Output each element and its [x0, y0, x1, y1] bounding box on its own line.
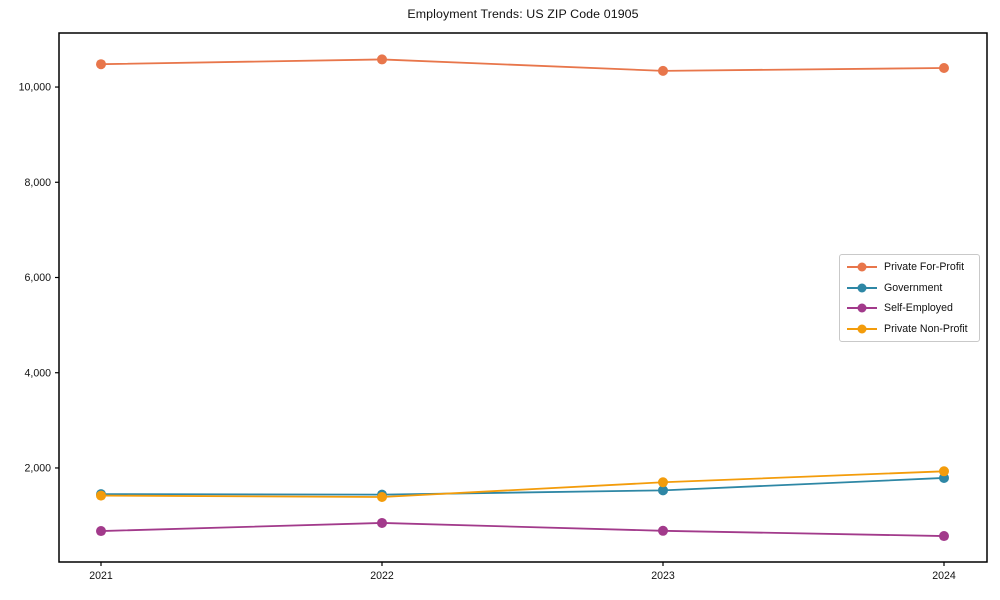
x-tick-label: 2021: [89, 570, 113, 582]
data-point-marker: [658, 65, 668, 76]
data-point-marker: [939, 466, 949, 477]
data-point-marker: [377, 492, 387, 503]
legend-label: Government: [884, 281, 943, 294]
legend-dot-icon: [857, 303, 867, 313]
data-point-marker: [939, 62, 949, 73]
series-line: [100, 470, 945, 498]
data-point-marker: [96, 59, 106, 70]
legend-dot-icon: [857, 324, 867, 334]
legend-label: Private Non-Profit: [884, 322, 968, 335]
legend-label: Private For-Profit: [884, 261, 965, 274]
data-point-marker: [658, 485, 668, 496]
legend-label: Self-Employed: [884, 302, 953, 315]
legend-dot-icon: [857, 283, 867, 293]
series-line: [100, 58, 945, 72]
data-point-marker: [658, 477, 668, 488]
y-tick-label: 8,000: [24, 177, 51, 189]
legend-line-marker-icon: [847, 324, 877, 334]
x-tick-label: 2022: [370, 570, 394, 582]
x-tick-label: 2024: [932, 570, 956, 582]
data-point-marker: [939, 531, 949, 542]
y-tick-label: 10,000: [19, 82, 52, 94]
legend-line-marker-icon: [847, 303, 877, 313]
legend-item: Government: [840, 278, 979, 299]
legend-item: Private For-Profit: [840, 257, 979, 278]
data-point-marker: [377, 517, 387, 528]
chart-title: Employment Trends: US ZIP Code 01905: [407, 7, 639, 21]
data-point-marker: [96, 490, 106, 501]
series-line: [100, 477, 945, 496]
legend-line-marker-icon: [847, 283, 877, 293]
y-tick-label: 2,000: [24, 463, 51, 475]
data-point-marker: [377, 54, 387, 65]
legend-dot-icon: [857, 262, 867, 272]
legend-item: Private Non-Profit: [840, 319, 979, 340]
legend-line-marker-icon: [847, 262, 877, 272]
series-line: [100, 522, 945, 537]
data-point-marker: [96, 526, 106, 537]
y-tick-label: 6,000: [24, 272, 51, 284]
chart-legend: Private For-Profit Government Self-Employe…: [839, 254, 980, 342]
legend-item: Self-Employed: [840, 298, 979, 319]
y-tick-label: 4,000: [24, 367, 51, 379]
plot-frame: [58, 32, 988, 563]
data-point-marker: [658, 525, 668, 536]
x-tick-label: 2023: [651, 570, 675, 582]
